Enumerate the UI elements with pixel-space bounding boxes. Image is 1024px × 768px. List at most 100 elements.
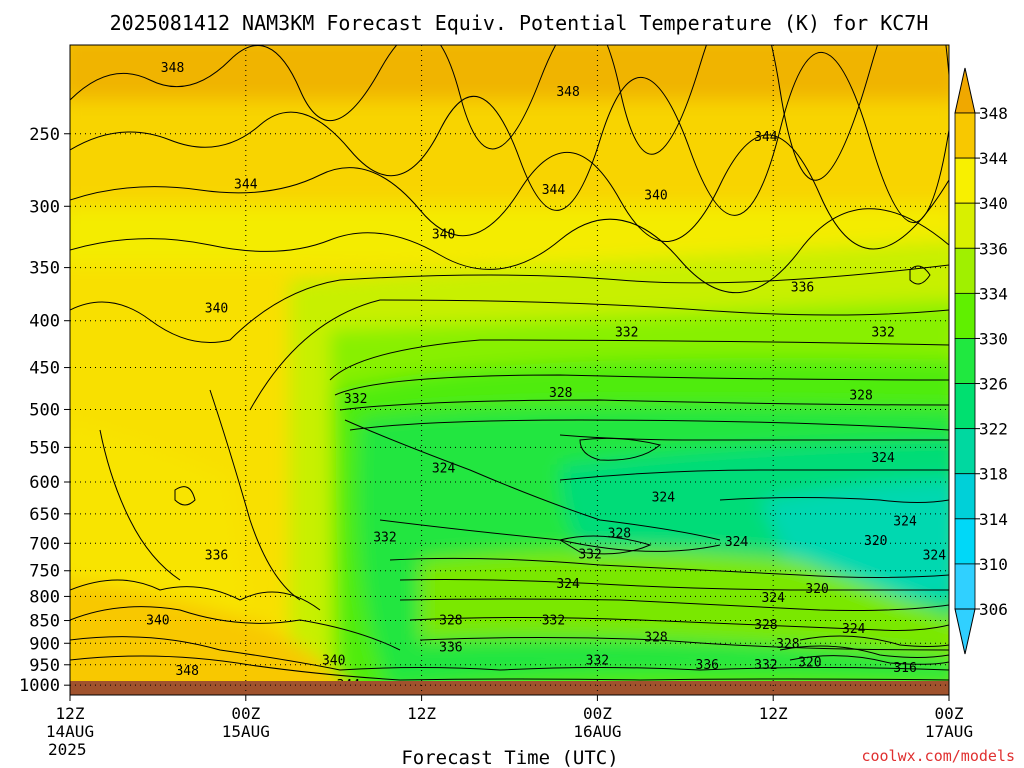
colorbar-label: 330 [979,329,1008,348]
x-tick-label: 12Z [407,704,436,723]
y-tick-label: 800 [29,587,60,607]
y-tick-label: 850 [29,612,60,632]
colorbar-label: 344 [979,149,1008,168]
contour-label: 340 [644,189,667,204]
contour-label: 328 [849,389,872,404]
contour-label: 348 [175,664,198,679]
contour-label: 324 [893,515,917,530]
x-tick-label: 15AUG [222,722,270,741]
contour-label: 320 [805,582,828,597]
contour-label: 336 [696,658,719,673]
chart-title: 2025081412 NAM3KM Forecast Equiv. Potent… [110,11,929,35]
y-tick-label: 500 [29,400,60,420]
contour-label: 328 [776,637,799,652]
contour-label: 340 [322,654,345,669]
colorbar-swatch [954,563,976,610]
x-tick-label: 2025 [48,740,87,759]
colorbar-swatch [954,338,976,384]
band-upper-orange [70,45,949,110]
contour-label: 324 [556,577,580,592]
colorbar-label: 314 [979,510,1008,529]
contour-label: 320 [798,656,821,671]
y-tick-label: 400 [29,312,60,332]
contour-label: 348 [161,61,184,76]
x-tick-label: 14AUG [46,722,94,741]
contour-label: 344 [542,183,566,198]
contour-label: 336 [791,281,814,296]
contour-label: 324 [842,622,866,637]
colorbar-swatch [954,473,976,520]
contour-label: 328 [549,386,572,401]
contour-label: 328 [644,630,667,645]
contour-label: 324 [652,491,676,506]
contour-label: 324 [923,549,947,564]
y-tick-label: 700 [29,534,60,554]
contour-label: 340 [146,614,169,629]
contour-label: 320 [864,534,887,549]
y-axis: 2503003504004505005506006507007508008509… [19,125,70,696]
x-tick-label: 16AUG [573,722,621,741]
credit-text: coolwx.com/models [861,747,1015,765]
contour-label: 344 [234,177,258,192]
colorbar-extend-top [954,67,976,114]
colorbar-swatch [954,157,976,204]
contour-label: 344 [754,130,778,145]
colorbar-swatch [954,292,976,339]
contour-lines [70,45,949,681]
colorbar-label: 326 [979,375,1008,394]
y-tick-label: 650 [29,505,60,525]
contour-label: 332 [578,548,601,563]
grid-lines [70,45,949,695]
colorbar-swatch [954,202,976,249]
color-field [70,45,949,695]
contour-label: 340 [432,227,455,242]
colorbar-label: 318 [979,465,1008,484]
y-tick-label: 550 [29,438,60,458]
y-tick-label: 350 [29,259,60,279]
band-upper-yellow [70,100,949,215]
contour-label: 332 [871,325,894,340]
x-tick-label: 12Z [56,704,85,723]
contour-label: 316 [893,661,916,676]
contour-label: 328 [754,618,777,633]
ground-surface [70,681,949,695]
plot-field: 348 348 344 344 344 340 340 340 336 332 332 332 328 3… [70,45,949,695]
contour-label: 336 [439,641,462,656]
contour-label: 332 [586,654,609,669]
colorbar-label: 336 [979,239,1008,258]
band-warm-surface [70,581,356,695]
contour-label: 332 [615,325,638,340]
contour-label: 340 [205,302,228,317]
colorbar-swatch [954,383,976,430]
contour-label: 332 [344,392,367,407]
colorbar-label: 334 [979,284,1008,303]
y-tick-label: 300 [29,197,60,217]
colorbar-swatch [954,112,976,159]
plot-frame [69,44,950,696]
colorbar-label: 340 [979,194,1008,213]
colorbar-swatch [954,428,976,475]
band-greenish-lowlevel [420,550,949,659]
contour-label: 332 [542,614,565,629]
contour-label: 324 [432,462,456,477]
contour-label: 324 [871,451,895,466]
contour-label: 328 [608,527,631,542]
contour-label: 348 [556,85,579,100]
x-tick-label: 12Z [759,704,788,723]
y-tick-label: 600 [29,473,60,493]
y-tick-label: 950 [29,656,60,676]
colorbar-label: 348 [979,104,1008,123]
colorbar-swatch [954,247,976,294]
contour-label: 324 [725,535,749,550]
colorbar-label: 310 [979,555,1008,574]
x-axis-label: Forecast Time (UTC) [401,747,618,768]
y-tick-label: 250 [29,125,60,145]
contour-label: 332 [373,531,396,546]
contour-label: 336 [205,549,228,564]
x-tick-label: 00Z [935,704,964,723]
y-tick-label: 1000 [19,676,60,696]
colorbar: 348 344 340 336 334 330 326 322 318 314 310 306 [954,67,1008,655]
y-tick-label: 750 [29,562,60,582]
